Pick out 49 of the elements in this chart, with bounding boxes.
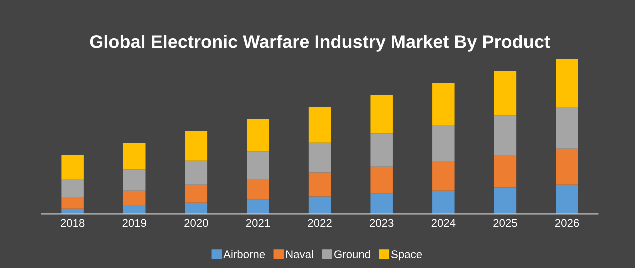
- bar: [494, 154, 517, 188]
- bar: [432, 190, 455, 214]
- x-tick-label: 2018: [61, 219, 85, 228]
- bar: [370, 194, 393, 214]
- legend-label: Naval: [286, 250, 314, 258]
- chart-title: Global Electronic Warfare Industry Market By Product: [90, 35, 550, 52]
- bar: [123, 190, 146, 206]
- bar: [432, 125, 455, 161]
- bar: [62, 196, 84, 209]
- x-tick-label: 2021: [246, 219, 270, 228]
- x-tick-label: 2023: [370, 219, 394, 228]
- bar: [247, 178, 270, 200]
- bar: [370, 95, 393, 134]
- x-tick-label: 2025: [494, 219, 518, 228]
- x-tick-label: 2020: [184, 219, 208, 228]
- bar: [556, 59, 578, 108]
- bar: [185, 202, 208, 214]
- bar: [247, 200, 270, 214]
- bar: [494, 71, 517, 116]
- x-tick-label: 2019: [122, 219, 146, 228]
- bar: [308, 172, 332, 197]
- bar: [556, 148, 578, 185]
- bar: [247, 152, 270, 179]
- bar: [123, 170, 146, 191]
- bar: [308, 142, 332, 173]
- bar: [62, 178, 84, 197]
- bar: [308, 106, 332, 143]
- legend-label: Ground: [334, 250, 370, 258]
- x-tick-label: 2026: [555, 219, 580, 228]
- bar: [185, 160, 208, 185]
- legend-label: Airborne: [224, 250, 266, 258]
- bar: [556, 107, 578, 149]
- x-tick-label: 2022: [308, 219, 332, 228]
- bar: [432, 161, 455, 191]
- x-tick-label: 2024: [432, 219, 456, 228]
- bar: [123, 205, 146, 214]
- bar: [308, 196, 332, 214]
- bar: [494, 188, 517, 214]
- bar: [185, 184, 208, 203]
- bar: [247, 119, 270, 152]
- bar: [370, 166, 393, 194]
- legend-label: Space: [392, 250, 422, 261]
- bar: [556, 184, 578, 214]
- bar: [123, 143, 146, 170]
- bar: [185, 130, 208, 161]
- bar: [432, 83, 455, 126]
- bar: [494, 116, 517, 155]
- bar: [62, 154, 84, 179]
- bar: [370, 134, 393, 167]
